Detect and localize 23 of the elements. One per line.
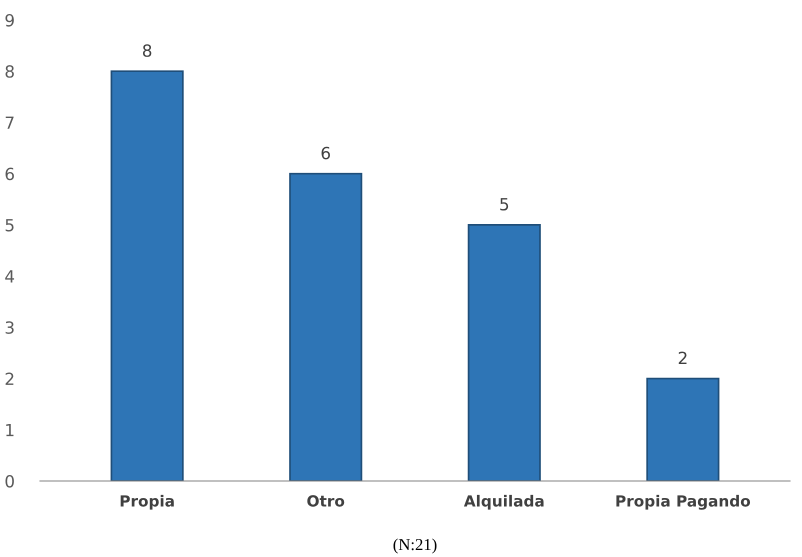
x-tick-label: Propia — [120, 494, 174, 510]
y-tick-label: 3 — [6, 321, 14, 334]
data-label: 6 — [322, 146, 330, 160]
y-tick-label: 7 — [6, 116, 14, 129]
y-tick-label: 9 — [5, 14, 14, 27]
x-tick-label: Alquilada — [464, 494, 544, 510]
y-tick-label: 2 — [6, 372, 14, 385]
bar — [468, 224, 541, 481]
y-tick-label: 8 — [6, 65, 14, 78]
y-tick-label: 6 — [6, 168, 14, 180]
text: (N:21) — [394, 538, 436, 554]
x-tick-label: Otro — [307, 495, 344, 507]
bar — [646, 378, 720, 481]
y-tick-label: 5 — [6, 219, 14, 232]
data-label: 5 — [500, 198, 508, 211]
y-tick-label: 1 — [6, 424, 14, 436]
y-tick-label: 4 — [5, 270, 14, 282]
bar — [110, 70, 184, 481]
y-tick-label: 0 — [5, 474, 14, 488]
bar — [289, 172, 362, 481]
data-label: 2 — [678, 352, 686, 364]
x-tick-label: Propia Pagando — [616, 494, 750, 510]
data-label: 8 — [142, 44, 152, 57]
